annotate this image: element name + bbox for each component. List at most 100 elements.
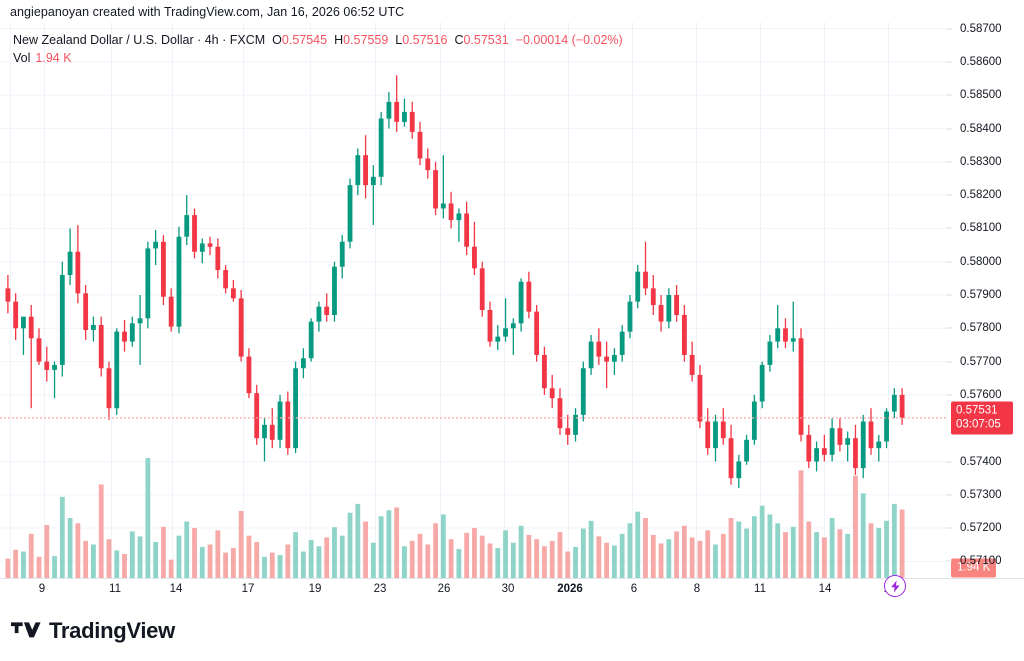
- volume-bar: [324, 537, 330, 578]
- volume-bar: [767, 514, 773, 578]
- candle-body: [184, 215, 190, 237]
- volume-bar: [837, 529, 843, 578]
- volume-bar: [705, 530, 711, 578]
- price-tick-label: 0.58700: [960, 22, 1002, 35]
- candle-body: [814, 448, 819, 462]
- volume-bar: [806, 521, 812, 578]
- candle-body: [293, 368, 298, 449]
- candle-body: [806, 434, 812, 462]
- attribution-text: angiepanoyan created with TradingView.co…: [10, 5, 405, 19]
- candle-body: [207, 243, 213, 247]
- volume-bar: [168, 559, 174, 578]
- volume-bar: [114, 550, 120, 578]
- volume-bar: [122, 554, 127, 578]
- volume-bar: [230, 548, 236, 578]
- volume-bar: [821, 537, 827, 578]
- volume-bar: [308, 539, 314, 578]
- volume-bar: [510, 542, 516, 578]
- price-tick-label: 0.58500: [960, 89, 1002, 102]
- candle-body: [215, 246, 221, 271]
- candle-body: [176, 236, 182, 327]
- candle-body: [611, 354, 617, 362]
- volume-bar: [697, 540, 703, 578]
- candle-body: [681, 314, 687, 355]
- candle-body: [666, 295, 672, 322]
- candle-body: [821, 448, 827, 455]
- volume-bar: [627, 523, 633, 578]
- volume-bar: [790, 526, 796, 578]
- volume-bar: [549, 540, 555, 578]
- candle-body: [21, 316, 26, 329]
- volume-bar: [52, 556, 57, 578]
- volume-bar: [21, 551, 26, 578]
- volume-bar: [456, 549, 462, 578]
- volume-bar: [736, 521, 742, 578]
- time-tick-label: 23: [373, 583, 387, 595]
- volume-bar: [13, 549, 19, 578]
- candle-body: [565, 428, 571, 435]
- volume-bar: [891, 503, 897, 578]
- volume-bar: [332, 527, 337, 578]
- volume-bar: [884, 520, 889, 578]
- candle-body: [456, 213, 462, 221]
- volume-bar: [728, 518, 734, 578]
- price-tick-mark: [946, 128, 952, 129]
- candle-body: [487, 309, 493, 342]
- candle-body: [596, 341, 602, 357]
- candle-body: [192, 215, 197, 252]
- candle-body: [160, 241, 166, 297]
- candle-body: [363, 155, 368, 186]
- candle-body: [145, 248, 151, 319]
- time-tick-label: 14: [818, 583, 832, 595]
- price-scale[interactable]: 0.57531 03:07:05 1.94 K 0.58700 0.58600 0.…: [946, 22, 1024, 578]
- volume-bar: [254, 542, 260, 578]
- volume-bar: [36, 556, 42, 578]
- candle-body: [767, 341, 773, 365]
- volume-bar: [67, 518, 73, 578]
- price-tick-mark: [946, 94, 952, 96]
- price-tick-label: 0.57400: [960, 455, 1002, 468]
- volume-bar: [635, 511, 641, 578]
- candle-body: [573, 414, 578, 435]
- volume-bar: [339, 535, 345, 578]
- candle-body: [736, 461, 742, 479]
- volume-bar: [160, 526, 166, 578]
- volume-bar: [713, 544, 718, 578]
- volume-bar: [573, 546, 578, 578]
- volume-bar: [98, 484, 104, 578]
- volume-bar: [91, 544, 96, 578]
- volume-bar: [402, 546, 407, 578]
- current-price-value: 0.57531: [956, 404, 998, 417]
- price-tick-label: 0.58300: [960, 155, 1002, 168]
- candle-body: [899, 394, 905, 418]
- price-tick-label: 0.58000: [960, 255, 1002, 268]
- candle-body: [783, 328, 788, 342]
- candle-body: [604, 356, 610, 362]
- candle-body: [542, 354, 547, 389]
- price-tick-mark: [946, 461, 952, 462]
- volume-bar: [853, 475, 858, 578]
- time-scale[interactable]: 911141719232630202668111416: [0, 578, 1024, 601]
- candle-body: [67, 251, 73, 276]
- volume-bar: [417, 533, 423, 578]
- volume-bar: [689, 537, 695, 578]
- volume-bar: [238, 510, 244, 578]
- candle-body: [114, 331, 120, 409]
- price-tick-label: 0.58200: [960, 189, 1002, 202]
- volume-bar: [744, 528, 749, 578]
- candle-body: [394, 101, 400, 122]
- candle-body: [269, 424, 275, 440]
- candle-body: [316, 306, 322, 322]
- candle-body: [884, 411, 889, 442]
- volume-bar: [759, 505, 765, 578]
- volume-value-badge: 1.94 K: [951, 558, 997, 578]
- volume-bar: [246, 535, 252, 578]
- candle-body: [643, 271, 648, 289]
- time-tick-label: 2026: [557, 583, 583, 595]
- candle-body: [860, 421, 866, 469]
- volume-bar: [409, 540, 415, 578]
- chart-plot-area[interactable]: [0, 22, 946, 578]
- lightning-bolt-icon[interactable]: [884, 575, 906, 597]
- volume-bar: [192, 527, 197, 578]
- volume-bars: [5, 458, 905, 578]
